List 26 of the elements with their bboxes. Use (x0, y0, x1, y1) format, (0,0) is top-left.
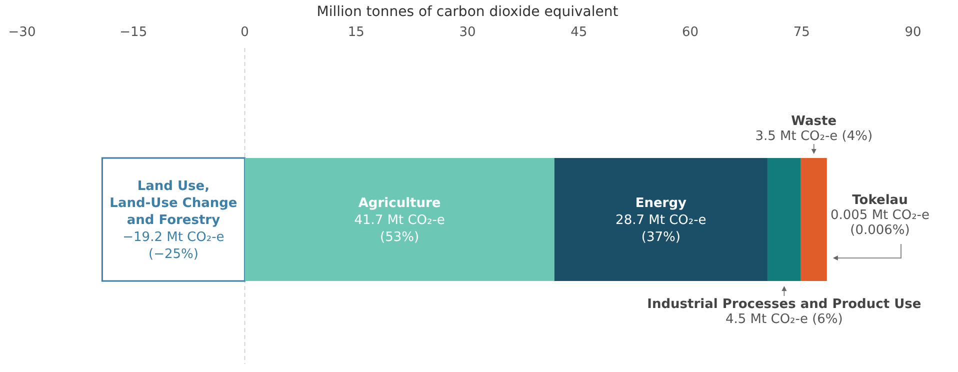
data-label: 0.005 Mt CO₂-e (0.006%) (830, 208, 930, 238)
x-tick-label: 75 (793, 25, 810, 40)
bar (800, 158, 827, 281)
data-label: 3.5 Mt CO₂-e (4%) (755, 129, 873, 144)
data-label: 28.7 Mt CO₂-e (37%) (616, 213, 706, 245)
x-tick-label: 60 (682, 25, 699, 40)
series-label: Industrial Processes and Product Use (647, 297, 922, 312)
x-tick-label: 30 (459, 25, 476, 40)
data-label: 4.5 Mt CO₂-e (6%) (725, 312, 843, 327)
text: Waste (791, 114, 837, 129)
series-label: Agriculture (358, 196, 441, 211)
bar (244, 158, 554, 281)
data-label: 41.7 Mt CO₂-e (53%) (354, 213, 445, 245)
x-tick-label: 0 (240, 25, 249, 40)
x-tick-label: 45 (570, 25, 588, 40)
x-tick-label: −15 (120, 25, 148, 40)
bar (767, 158, 801, 281)
x-tick-label: −30 (8, 25, 36, 40)
data-label: −19.2 Mt CO₂-e (−25%) (122, 230, 224, 262)
series-label: Land Use, Land-Use Change and Forestry (110, 179, 238, 228)
x-tick-label: 90 (904, 25, 922, 40)
x-tick-label: 15 (348, 25, 364, 40)
bar (554, 158, 768, 281)
x-axis-title: Million tonnes of carbon dioxide equivalent (316, 4, 619, 20)
series-label: Energy (635, 196, 688, 211)
series-label: Tokelau (852, 193, 908, 208)
